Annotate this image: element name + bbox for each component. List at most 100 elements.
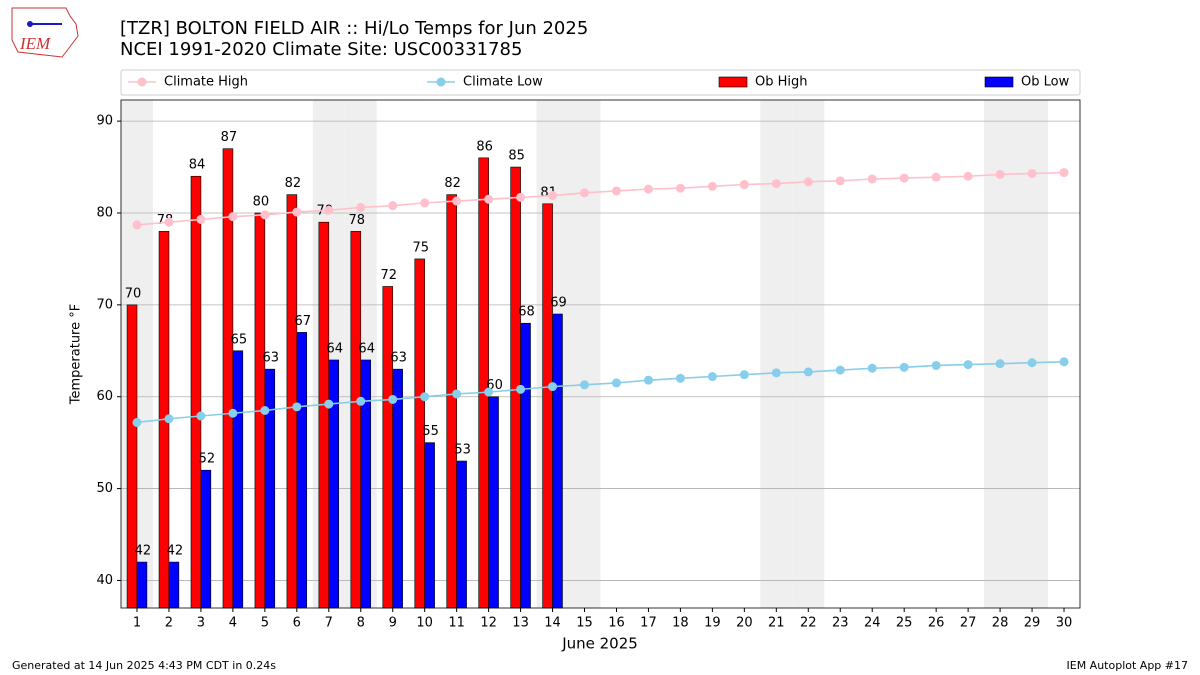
line-marker — [388, 394, 398, 404]
legend-label: Ob Low — [1021, 75, 1070, 90]
y-tick-label: 70 — [96, 297, 113, 312]
logo-text: IEM — [19, 34, 51, 53]
y-tick-label: 50 — [96, 481, 113, 496]
weekend-band — [760, 100, 793, 608]
x-tick-label: 26 — [928, 616, 945, 631]
bar — [488, 396, 499, 609]
legend — [120, 69, 1081, 96]
chart-title: [TZR] BOLTON FIELD AIR :: Hi/Lo Temps fo… — [120, 18, 588, 39]
x-tick-label: 16 — [608, 616, 625, 631]
x-tick-label: 17 — [640, 616, 657, 631]
x-tick-label: 18 — [672, 616, 689, 631]
bar-value-label: 52 — [199, 452, 216, 467]
line-marker — [995, 169, 1005, 179]
bar-value-label: 82 — [444, 176, 461, 191]
bar-value-label: 87 — [221, 130, 238, 145]
x-tick-label: 22 — [800, 616, 817, 631]
x-tick-label: 27 — [960, 616, 977, 631]
bar-value-label: 80 — [253, 194, 270, 209]
line-marker — [835, 176, 845, 186]
plot-frame — [120, 99, 1081, 609]
bar-value-label: 64 — [326, 341, 343, 356]
line-marker — [260, 405, 270, 415]
x-tick-label: 24 — [864, 616, 881, 631]
line-marker — [995, 359, 1005, 369]
line-marker — [260, 210, 270, 220]
line-marker — [324, 205, 334, 215]
x-tick-label: 7 — [325, 616, 333, 631]
x-tick-label: 29 — [1024, 616, 1041, 631]
line-marker — [707, 372, 717, 382]
line-marker — [452, 196, 462, 206]
line-marker — [707, 181, 717, 191]
line-marker — [580, 188, 590, 198]
bar-value-label: 42 — [167, 544, 184, 559]
logo-icon — [27, 21, 33, 27]
line-marker — [675, 373, 685, 383]
x-tick-label: 12 — [480, 616, 497, 631]
x-tick-label: 4 — [229, 616, 237, 631]
x-tick-label: 20 — [736, 616, 753, 631]
line-marker — [228, 212, 238, 222]
line-marker — [324, 399, 334, 409]
bar — [350, 231, 362, 609]
x-tick-label: 23 — [832, 616, 849, 631]
bar — [200, 469, 212, 609]
bar — [520, 322, 531, 609]
y-tick-label: 80 — [96, 205, 113, 220]
legend-label: Ob High — [755, 75, 808, 90]
bar — [424, 442, 435, 609]
line-marker — [388, 201, 398, 211]
y-tick-label: 40 — [96, 573, 113, 588]
bar — [392, 368, 403, 609]
bar-value-label: 63 — [390, 351, 407, 366]
line-marker — [739, 370, 749, 380]
line-marker — [803, 177, 813, 187]
line-marker — [452, 389, 462, 399]
bar-value-label: 65 — [231, 332, 248, 347]
line-marker — [420, 392, 430, 402]
x-tick-label: 6 — [293, 616, 301, 631]
line-marker — [196, 214, 206, 224]
line-marker — [548, 191, 558, 201]
line-marker — [292, 207, 302, 217]
bar — [264, 368, 276, 609]
bar — [446, 194, 457, 609]
line-marker — [292, 402, 302, 412]
x-tick-label: 1 — [133, 616, 141, 631]
bar — [328, 359, 339, 609]
bar — [456, 460, 467, 609]
line-marker — [899, 173, 909, 183]
line-marker — [739, 180, 749, 190]
line-marker — [867, 363, 877, 373]
bar-value-label: 84 — [189, 158, 206, 173]
legend-swatch — [984, 76, 1014, 88]
line-marker — [228, 408, 238, 418]
bar-value-label: 82 — [285, 176, 302, 191]
line-marker — [835, 365, 845, 375]
y-axis-label: Temperature °F — [69, 304, 84, 405]
logo-outline — [11, 7, 79, 58]
x-tick-label: 3 — [197, 616, 205, 631]
legend-swatch — [137, 77, 147, 87]
legend-swatch — [436, 77, 446, 87]
line — [136, 171, 1065, 226]
bar — [136, 561, 148, 609]
x-tick-label: 19 — [704, 616, 721, 631]
bar-value-label: 72 — [380, 268, 397, 283]
bar-value-label: 63 — [263, 351, 280, 366]
line-marker — [611, 186, 621, 196]
x-tick-label: 30 — [1056, 616, 1073, 631]
legend-label: Climate High — [164, 75, 248, 90]
legend-swatch — [718, 76, 748, 88]
bar-value-label: 68 — [518, 305, 535, 320]
line-marker — [867, 174, 877, 184]
logo: IEM — [11, 7, 79, 58]
bar — [126, 304, 138, 609]
x-tick-label: 25 — [896, 616, 913, 631]
line-marker — [196, 411, 206, 421]
bar-value-label: 67 — [294, 314, 311, 329]
line-marker — [899, 362, 909, 372]
x-axis-label: June 2025 — [561, 635, 638, 653]
x-tick-label: 9 — [389, 616, 397, 631]
